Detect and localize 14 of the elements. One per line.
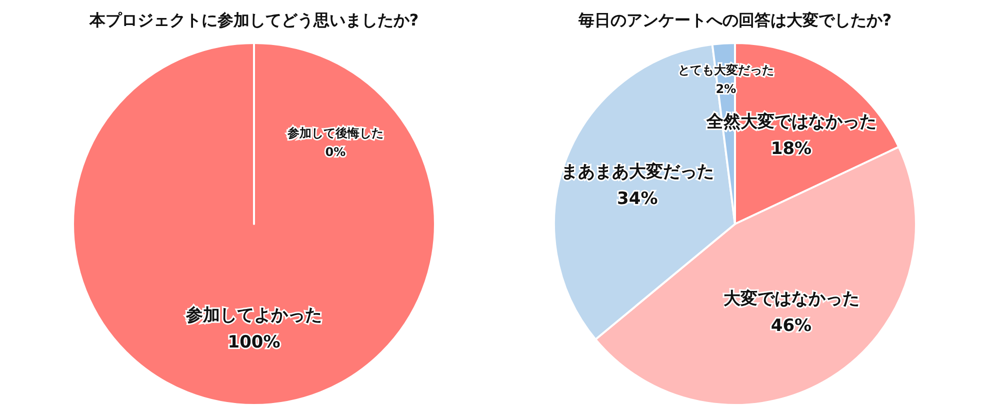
slice-label: 参加してよかった xyxy=(185,305,322,326)
category-label: 参加して後悔した xyxy=(287,126,384,140)
slice-label: まあまあ大変だった xyxy=(560,162,714,182)
text: 0% xyxy=(325,145,346,160)
data-label: 46% xyxy=(770,316,812,336)
chart-title: 毎日のアンケートへの回答は大変でしたか? xyxy=(577,10,892,30)
chart-title: 本プロジェクトに参加してどう思いましたか? xyxy=(88,10,419,30)
slice-label: とても大変だった xyxy=(678,62,774,77)
slice-label: 大変ではなかった xyxy=(723,289,860,310)
data-label: 100% xyxy=(228,332,280,353)
data-label: 18% xyxy=(770,138,812,159)
slice-label: 全然大変ではなかった xyxy=(705,112,876,132)
data-label: 34% xyxy=(617,188,658,209)
data-label: 2% xyxy=(716,82,736,96)
